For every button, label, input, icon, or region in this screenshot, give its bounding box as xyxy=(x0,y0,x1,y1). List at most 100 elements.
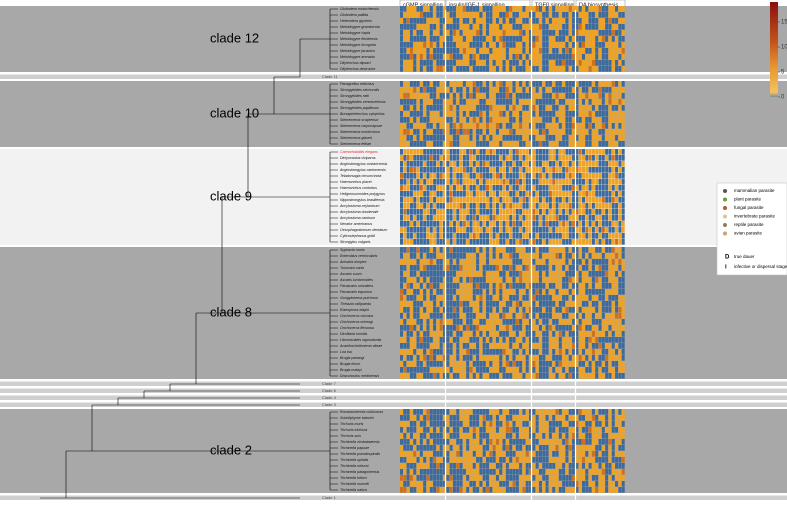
heatmap-cell xyxy=(409,6,413,12)
heatmap-cell xyxy=(423,87,427,93)
heatmap-cell xyxy=(572,367,576,373)
heatmap-cell xyxy=(443,87,447,93)
heatmap-cell xyxy=(525,149,529,155)
heatmap-cell xyxy=(585,123,589,129)
heatmap-cell xyxy=(479,215,483,221)
heatmap-cell xyxy=(472,319,476,325)
heatmap-cell xyxy=(591,161,595,167)
heatmap-cell xyxy=(433,355,437,361)
heatmap-row xyxy=(400,421,625,427)
heatmap-cell xyxy=(472,129,476,135)
heatmap-cell xyxy=(578,141,582,147)
heatmap-cell xyxy=(472,221,476,227)
heatmap-cell xyxy=(562,149,566,155)
heatmap-cell xyxy=(406,81,410,87)
heatmap-cell xyxy=(618,173,622,179)
heatmap-cell xyxy=(499,6,503,12)
heatmap-cell xyxy=(515,18,519,24)
species-label: Dirofilaria immitis xyxy=(340,332,368,336)
heatmap-cell xyxy=(502,313,506,319)
heatmap-cell xyxy=(535,295,539,301)
heatmap-cell xyxy=(565,343,569,349)
heatmap-cell xyxy=(588,123,592,129)
heatmap-cell xyxy=(406,445,410,451)
heatmap-cell xyxy=(419,301,423,307)
species-label: Trichinella nelsoni xyxy=(340,464,369,468)
heatmap-cell xyxy=(449,123,453,129)
heatmap-cell xyxy=(409,367,413,373)
heatmap-cell xyxy=(538,331,542,337)
heatmap-cell xyxy=(601,227,605,233)
heatmap-cell xyxy=(509,221,513,227)
heatmap-cell xyxy=(598,265,602,271)
clade-label: clade 10 xyxy=(210,105,259,120)
heatmap-cell xyxy=(588,81,592,87)
heatmap-cell xyxy=(462,209,466,215)
heatmap-cell xyxy=(532,409,536,415)
heatmap-cell xyxy=(568,331,572,337)
heatmap-cell xyxy=(525,30,529,36)
heatmap-cell xyxy=(548,239,552,245)
heatmap-cell xyxy=(409,185,413,191)
heatmap-cell xyxy=(423,129,427,135)
heatmap-cell xyxy=(446,289,450,295)
heatmap-cell xyxy=(578,93,582,99)
heatmap-cell xyxy=(512,135,516,141)
heatmap-cell xyxy=(578,135,582,141)
heatmap-cell xyxy=(416,197,420,203)
heatmap-cell xyxy=(525,439,529,445)
heatmap-cell xyxy=(618,343,622,349)
heatmap-cell xyxy=(545,295,549,301)
heatmap-cell xyxy=(482,265,486,271)
heatmap-cell xyxy=(562,307,566,313)
heatmap-cell xyxy=(588,42,592,48)
heatmap-cell xyxy=(409,265,413,271)
heatmap-cell xyxy=(502,191,506,197)
heatmap-cell xyxy=(515,283,519,289)
heatmap-cell xyxy=(486,415,490,421)
heatmap-cell xyxy=(572,221,576,227)
heatmap-row xyxy=(400,81,625,87)
heatmap-cell xyxy=(409,355,413,361)
heatmap-cell xyxy=(400,415,404,421)
heatmap-cell xyxy=(436,99,440,105)
heatmap-cell xyxy=(486,105,490,111)
heatmap-cell xyxy=(552,409,556,415)
heatmap-cell xyxy=(578,129,582,135)
species-label: Trichuris trichiura xyxy=(340,428,367,432)
heatmap-cell xyxy=(426,197,430,203)
heatmap-cell xyxy=(575,48,579,54)
heatmap-cell xyxy=(439,233,443,239)
heatmap-cell xyxy=(400,215,404,221)
heatmap-cell xyxy=(555,185,559,191)
heatmap-cell xyxy=(568,81,572,87)
heatmap-cell xyxy=(548,313,552,319)
heatmap-cell xyxy=(400,155,404,161)
heatmap-cell xyxy=(532,313,536,319)
heatmap-cell xyxy=(413,373,417,379)
heatmap-cell xyxy=(505,307,509,313)
heatmap-cell xyxy=(509,54,513,60)
heatmap-cell xyxy=(462,203,466,209)
heatmap-cell xyxy=(439,129,443,135)
heatmap-cell xyxy=(459,445,463,451)
heatmap-cell xyxy=(601,197,605,203)
species-label: Onchocerca ochengi xyxy=(340,320,373,324)
heatmap-cell xyxy=(469,337,473,343)
heatmap-cell xyxy=(449,81,453,87)
heatmap-cell xyxy=(535,42,539,48)
heatmap-cell xyxy=(400,185,404,191)
heatmap-cell xyxy=(499,463,503,469)
heatmap-cell xyxy=(538,12,542,18)
heatmap-cell xyxy=(525,209,529,215)
heatmap-cell xyxy=(525,99,529,105)
heatmap-cell xyxy=(615,295,619,301)
heatmap-cell xyxy=(591,439,595,445)
heatmap-cell xyxy=(552,135,556,141)
heatmap-cell xyxy=(529,203,533,209)
heatmap-cell xyxy=(446,135,450,141)
heatmap-cell xyxy=(615,239,619,245)
heatmap-cell xyxy=(459,18,463,24)
heatmap-cell xyxy=(615,141,619,147)
heatmap-cell xyxy=(502,18,506,24)
